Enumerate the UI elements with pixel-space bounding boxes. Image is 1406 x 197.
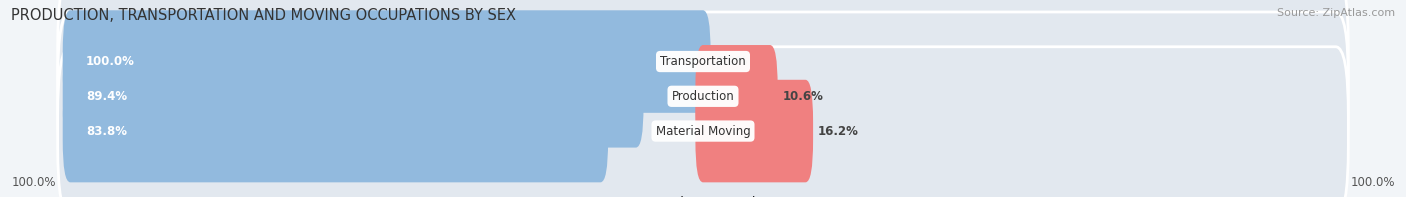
FancyBboxPatch shape: [696, 80, 813, 182]
Text: 16.2%: 16.2%: [818, 125, 859, 138]
Text: 100.0%: 100.0%: [11, 176, 56, 189]
Text: 100.0%: 100.0%: [86, 55, 135, 68]
FancyBboxPatch shape: [58, 47, 1348, 197]
Text: PRODUCTION, TRANSPORTATION AND MOVING OCCUPATIONS BY SEX: PRODUCTION, TRANSPORTATION AND MOVING OC…: [11, 8, 516, 23]
FancyBboxPatch shape: [63, 45, 644, 148]
FancyBboxPatch shape: [63, 80, 609, 182]
Text: Transportation: Transportation: [661, 55, 745, 68]
Text: 0.0%: 0.0%: [716, 55, 748, 68]
Text: 10.6%: 10.6%: [783, 90, 824, 103]
FancyBboxPatch shape: [58, 12, 1348, 181]
Text: 83.8%: 83.8%: [86, 125, 127, 138]
Legend: Male, Female: Male, Female: [643, 196, 763, 197]
FancyBboxPatch shape: [58, 0, 1348, 146]
Text: 100.0%: 100.0%: [1350, 176, 1395, 189]
Text: Source: ZipAtlas.com: Source: ZipAtlas.com: [1277, 8, 1395, 18]
Text: 89.4%: 89.4%: [86, 90, 127, 103]
FancyBboxPatch shape: [696, 45, 778, 148]
Text: Production: Production: [672, 90, 734, 103]
FancyBboxPatch shape: [63, 10, 710, 113]
Text: Material Moving: Material Moving: [655, 125, 751, 138]
